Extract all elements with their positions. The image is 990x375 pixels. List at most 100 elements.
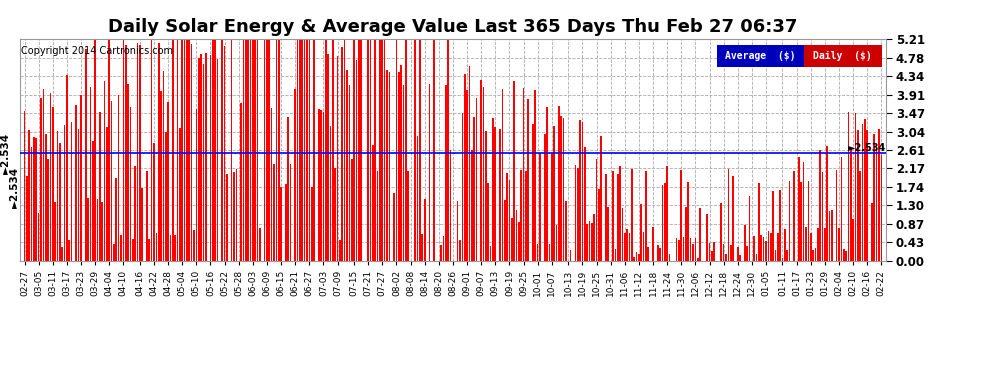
Bar xyxy=(372,145,373,261)
Bar xyxy=(852,219,854,261)
Bar xyxy=(304,40,306,261)
Bar xyxy=(690,238,691,261)
Text: ►2.534: ►2.534 xyxy=(10,167,20,208)
Bar xyxy=(160,91,161,261)
Bar xyxy=(101,202,103,261)
Bar xyxy=(104,81,105,261)
Bar xyxy=(647,247,649,261)
Bar xyxy=(639,254,640,261)
Bar xyxy=(574,165,576,261)
Bar xyxy=(506,172,508,261)
Bar xyxy=(241,103,242,261)
Bar xyxy=(842,249,844,261)
Bar xyxy=(487,183,489,261)
Bar xyxy=(130,106,132,261)
Bar xyxy=(854,113,856,261)
Bar xyxy=(535,90,537,261)
Bar xyxy=(528,99,529,261)
Bar xyxy=(864,119,865,261)
Bar xyxy=(297,40,298,261)
Bar xyxy=(148,239,150,261)
Bar xyxy=(155,233,157,261)
Bar xyxy=(725,254,727,261)
Bar xyxy=(449,150,451,261)
Bar xyxy=(203,63,204,261)
Bar xyxy=(231,40,233,261)
Bar xyxy=(847,112,849,261)
Bar xyxy=(212,40,214,261)
Bar xyxy=(350,159,352,261)
Bar xyxy=(78,129,79,261)
Bar xyxy=(198,58,200,261)
Bar xyxy=(162,71,164,261)
Bar xyxy=(687,182,689,261)
Bar xyxy=(99,112,101,261)
Bar xyxy=(483,87,484,261)
Bar xyxy=(59,143,60,261)
Bar xyxy=(384,40,385,261)
Bar xyxy=(784,229,786,261)
Bar xyxy=(456,201,458,261)
Bar xyxy=(252,40,253,261)
Bar xyxy=(311,187,313,261)
Bar xyxy=(337,56,339,261)
Bar xyxy=(600,136,602,261)
Bar xyxy=(782,258,783,261)
Bar xyxy=(309,40,310,261)
Bar xyxy=(328,54,329,261)
Bar xyxy=(492,118,494,261)
Bar xyxy=(461,113,463,261)
Bar xyxy=(772,191,774,261)
Bar xyxy=(254,40,256,261)
Bar xyxy=(266,40,267,261)
Bar xyxy=(793,171,795,261)
Bar xyxy=(313,40,315,261)
Bar xyxy=(824,228,826,261)
Bar xyxy=(730,244,732,261)
Bar xyxy=(805,226,807,261)
Bar xyxy=(723,244,725,261)
Bar xyxy=(668,254,670,261)
Bar xyxy=(287,117,289,261)
Bar xyxy=(480,80,482,261)
Bar xyxy=(290,164,291,261)
Bar xyxy=(388,72,390,261)
Bar xyxy=(499,129,501,261)
Bar xyxy=(659,248,661,261)
Bar xyxy=(494,128,496,261)
Bar xyxy=(502,89,503,261)
Bar xyxy=(215,40,216,261)
Bar xyxy=(786,250,788,261)
Bar xyxy=(676,238,677,261)
Bar xyxy=(106,127,108,261)
Bar xyxy=(544,134,545,261)
Bar xyxy=(598,189,600,261)
Bar xyxy=(565,201,566,261)
Bar xyxy=(551,153,552,261)
Bar xyxy=(222,40,223,261)
Bar xyxy=(97,199,98,261)
Bar xyxy=(753,237,755,261)
Bar xyxy=(760,236,762,261)
Bar xyxy=(746,246,748,261)
Bar xyxy=(570,250,571,261)
Bar xyxy=(516,210,518,261)
Bar xyxy=(558,106,559,261)
Bar xyxy=(475,98,477,261)
Bar xyxy=(386,70,388,261)
Bar xyxy=(323,112,325,261)
Bar xyxy=(617,174,619,261)
Bar xyxy=(695,238,696,261)
Bar xyxy=(817,228,819,261)
Bar xyxy=(109,40,110,261)
Bar xyxy=(31,147,33,261)
Bar xyxy=(699,208,701,261)
Bar xyxy=(340,240,341,261)
Bar xyxy=(608,207,609,261)
Bar xyxy=(381,40,383,261)
Bar xyxy=(459,240,460,261)
Bar xyxy=(685,207,687,261)
Bar xyxy=(801,182,802,261)
Bar xyxy=(661,184,663,261)
Bar xyxy=(810,233,812,261)
